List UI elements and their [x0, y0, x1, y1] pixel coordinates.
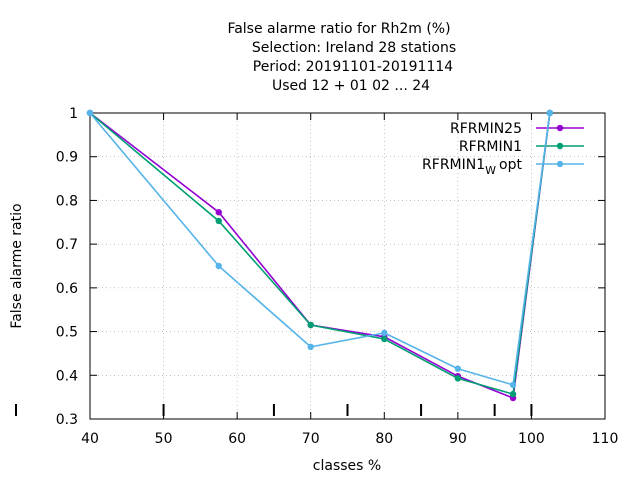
x-tick-label: 100 [518, 431, 545, 447]
tick-labels: 0.3 0.4 0.5 0.6 0.7 0.8 0.9 1 40 50 60 70 80 90 100 110 [56, 106, 619, 447]
title-line-4: Used 12 + 01 02 ... 24 [272, 78, 430, 94]
y-axis-label: False alarme ratio [9, 203, 25, 328]
data-point [307, 321, 314, 329]
y-tick-label: 0.7 [56, 237, 78, 253]
x-tick-label: 40 [81, 431, 99, 447]
legend-label-rfrmin25: RFRMIN25 [450, 121, 522, 137]
legend-swatch-point [556, 142, 564, 150]
x-tick-label: 70 [302, 431, 320, 447]
x-tick-label: 110 [592, 431, 619, 447]
legend-label-rfrmin1: RFRMIN1 [459, 139, 522, 155]
y-tick-label: 0.6 [56, 281, 78, 297]
data-point [215, 209, 222, 216]
y-tick-label: 0.4 [56, 368, 78, 384]
axis-ticks [89, 112, 606, 420]
series-line [89, 112, 551, 396]
y-tick-label: 0.5 [56, 325, 78, 341]
title-line-3: Period: 20191101-20191114 [253, 59, 453, 75]
legend: RFRMIN25 RFRMIN1 RFRMIN1W opt [422, 121, 522, 177]
data-point [307, 343, 314, 351]
title-line-2: Selection: Ireland 28 stations [252, 40, 456, 56]
class-marks [15, 404, 533, 416]
legend-label-rfrmin1-w-opt: RFRMIN1W opt [422, 157, 522, 177]
x-axis-label: classes % [313, 458, 381, 474]
grid [90, 113, 605, 419]
y-tick-label: 0.3 [56, 412, 78, 428]
data-point [215, 262, 222, 270]
y-tick-label: 0.9 [56, 150, 78, 166]
plot-frame [89, 112, 606, 420]
data-point [381, 335, 388, 343]
series-3 [86, 109, 584, 389]
data-point [381, 329, 388, 337]
legend-label-tail: opt [499, 157, 522, 173]
x-tick-label: 90 [449, 431, 467, 447]
x-tick-label: 80 [375, 431, 393, 447]
data-point [509, 390, 517, 398]
data-point [454, 365, 462, 372]
legend-swatch-point [556, 124, 564, 132]
series-line [89, 112, 551, 400]
x-tick-label: 50 [155, 431, 173, 447]
series-group [86, 109, 584, 402]
legend-label-main: RFRMIN1 [422, 157, 485, 173]
legend-swatch-point [556, 160, 564, 168]
x-tick-label: 60 [228, 431, 246, 447]
data-point [546, 109, 554, 117]
legend-label-sub: W [485, 164, 496, 177]
y-tick-label: 0.8 [56, 193, 78, 209]
data-point [86, 109, 94, 117]
title-line-1: False alarme ratio for Rh2m (%) [227, 21, 450, 37]
chart-title: False alarme ratio for Rh2m (%) Selectio… [227, 21, 456, 94]
data-point [509, 381, 517, 389]
data-point [215, 217, 222, 225]
y-tick-label: 1 [69, 106, 78, 122]
data-point [454, 375, 462, 382]
